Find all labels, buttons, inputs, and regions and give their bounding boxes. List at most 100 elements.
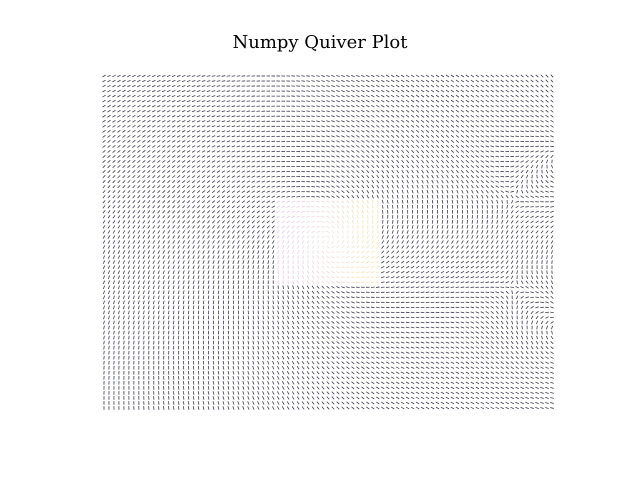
quiver-arrow xyxy=(152,295,155,300)
quiver-arrow xyxy=(506,310,509,315)
quiver-arrow xyxy=(395,331,400,334)
quiver-arrow xyxy=(540,311,544,314)
quiver-arrow xyxy=(400,79,405,83)
quiver-arrow xyxy=(206,160,211,163)
quiver-arrow xyxy=(336,225,340,229)
quiver-arrow xyxy=(102,240,106,244)
quiver-arrow xyxy=(346,200,350,204)
quiver-arrow xyxy=(162,195,166,199)
quiver-arrow xyxy=(197,220,201,224)
quiver-arrow xyxy=(495,150,500,153)
quiver-arrow xyxy=(515,94,519,98)
quiver-arrow xyxy=(156,74,161,78)
quiver-arrow xyxy=(545,109,549,113)
quiver-arrow xyxy=(206,135,211,138)
quiver-arrow xyxy=(485,265,489,269)
quiver-arrow xyxy=(321,110,325,113)
quiver-arrow xyxy=(316,195,320,198)
quiver-arrow xyxy=(486,199,489,204)
quiver-arrow xyxy=(346,150,350,153)
quiver-arrow xyxy=(550,290,554,294)
quiver-arrow xyxy=(356,175,360,179)
quiver-arrow xyxy=(182,300,185,305)
quiver-arrow xyxy=(366,204,369,209)
quiver-arrow xyxy=(246,135,251,138)
quiver-arrow xyxy=(108,345,110,350)
quiver-arrow xyxy=(181,105,186,108)
quiver-arrow xyxy=(356,195,360,199)
quiver-arrow xyxy=(500,94,504,98)
quiver-arrow xyxy=(515,104,519,108)
quiver-arrow xyxy=(475,130,480,133)
quiver-arrow xyxy=(460,164,464,169)
quiver-arrow xyxy=(545,240,549,244)
quiver-arrow xyxy=(122,74,126,78)
quiver-arrow xyxy=(191,95,196,98)
quiver-arrow xyxy=(287,305,290,310)
quiver-arrow xyxy=(357,230,359,234)
quiver-arrow xyxy=(197,245,200,249)
quiver-arrow xyxy=(475,104,480,108)
quiver-arrow xyxy=(331,135,335,138)
quiver-arrow xyxy=(177,290,180,295)
quiver-arrow xyxy=(366,331,370,334)
quiver-arrow xyxy=(331,130,335,133)
quiver-arrow xyxy=(311,100,315,102)
quiver-arrow xyxy=(486,225,489,229)
quiver-arrow xyxy=(202,270,205,275)
quiver-arrow xyxy=(460,145,465,148)
quiver-arrow xyxy=(515,110,519,113)
quiver-arrow xyxy=(346,140,350,143)
quiver-arrow xyxy=(531,169,534,174)
quiver-arrow xyxy=(500,89,504,93)
quiver-arrow xyxy=(495,110,500,113)
quiver-arrow xyxy=(470,155,475,158)
quiver-arrow xyxy=(143,330,145,335)
quiver-arrow xyxy=(302,245,305,249)
quiver-arrow xyxy=(117,89,121,93)
quiver-arrow xyxy=(411,179,414,184)
quiver-arrow xyxy=(366,255,370,259)
quiver-arrow xyxy=(405,119,410,123)
quiver-arrow xyxy=(545,280,549,285)
quiver-arrow xyxy=(525,310,529,315)
quiver-arrow xyxy=(445,316,450,319)
quiver-arrow xyxy=(266,190,271,193)
quiver-arrow xyxy=(326,240,330,244)
quiver-arrow xyxy=(505,265,509,269)
quiver-arrow xyxy=(306,275,310,280)
quiver-arrow xyxy=(465,99,470,103)
quiver-arrow xyxy=(426,240,429,244)
quiver-arrow xyxy=(465,245,469,249)
quiver-arrow xyxy=(356,306,360,309)
quiver-arrow xyxy=(187,240,190,244)
quiver-arrow xyxy=(252,250,255,254)
quiver-arrow xyxy=(331,316,335,319)
quiver-arrow xyxy=(176,135,181,138)
quiver-arrow xyxy=(142,245,146,249)
quiver-arrow xyxy=(406,240,409,244)
quiver-arrow xyxy=(436,184,439,189)
quiver-arrow xyxy=(380,94,385,98)
quiver-arrow xyxy=(371,204,374,209)
quiver-arrow xyxy=(222,280,225,285)
quiver-arrow xyxy=(216,135,221,138)
quiver-arrow xyxy=(321,95,325,97)
quiver-arrow xyxy=(326,300,330,304)
quiver-arrow xyxy=(252,315,254,320)
quiver-arrow xyxy=(376,230,379,234)
quiver-arrow xyxy=(550,335,554,340)
quiver-arrow xyxy=(391,154,395,159)
quiver-arrow xyxy=(137,210,141,214)
quiver-arrow xyxy=(401,149,405,154)
quiver-arrow xyxy=(385,321,390,324)
quiver-arrow xyxy=(152,240,156,244)
quiver-arrow xyxy=(316,120,320,123)
quiver-arrow xyxy=(386,189,389,194)
quiver-arrow xyxy=(172,245,175,249)
quiver-arrow xyxy=(267,320,270,325)
quiver-arrow xyxy=(172,215,176,219)
quiver-arrow xyxy=(281,185,286,188)
quiver-arrow xyxy=(510,89,514,93)
quiver-arrow xyxy=(147,94,151,98)
